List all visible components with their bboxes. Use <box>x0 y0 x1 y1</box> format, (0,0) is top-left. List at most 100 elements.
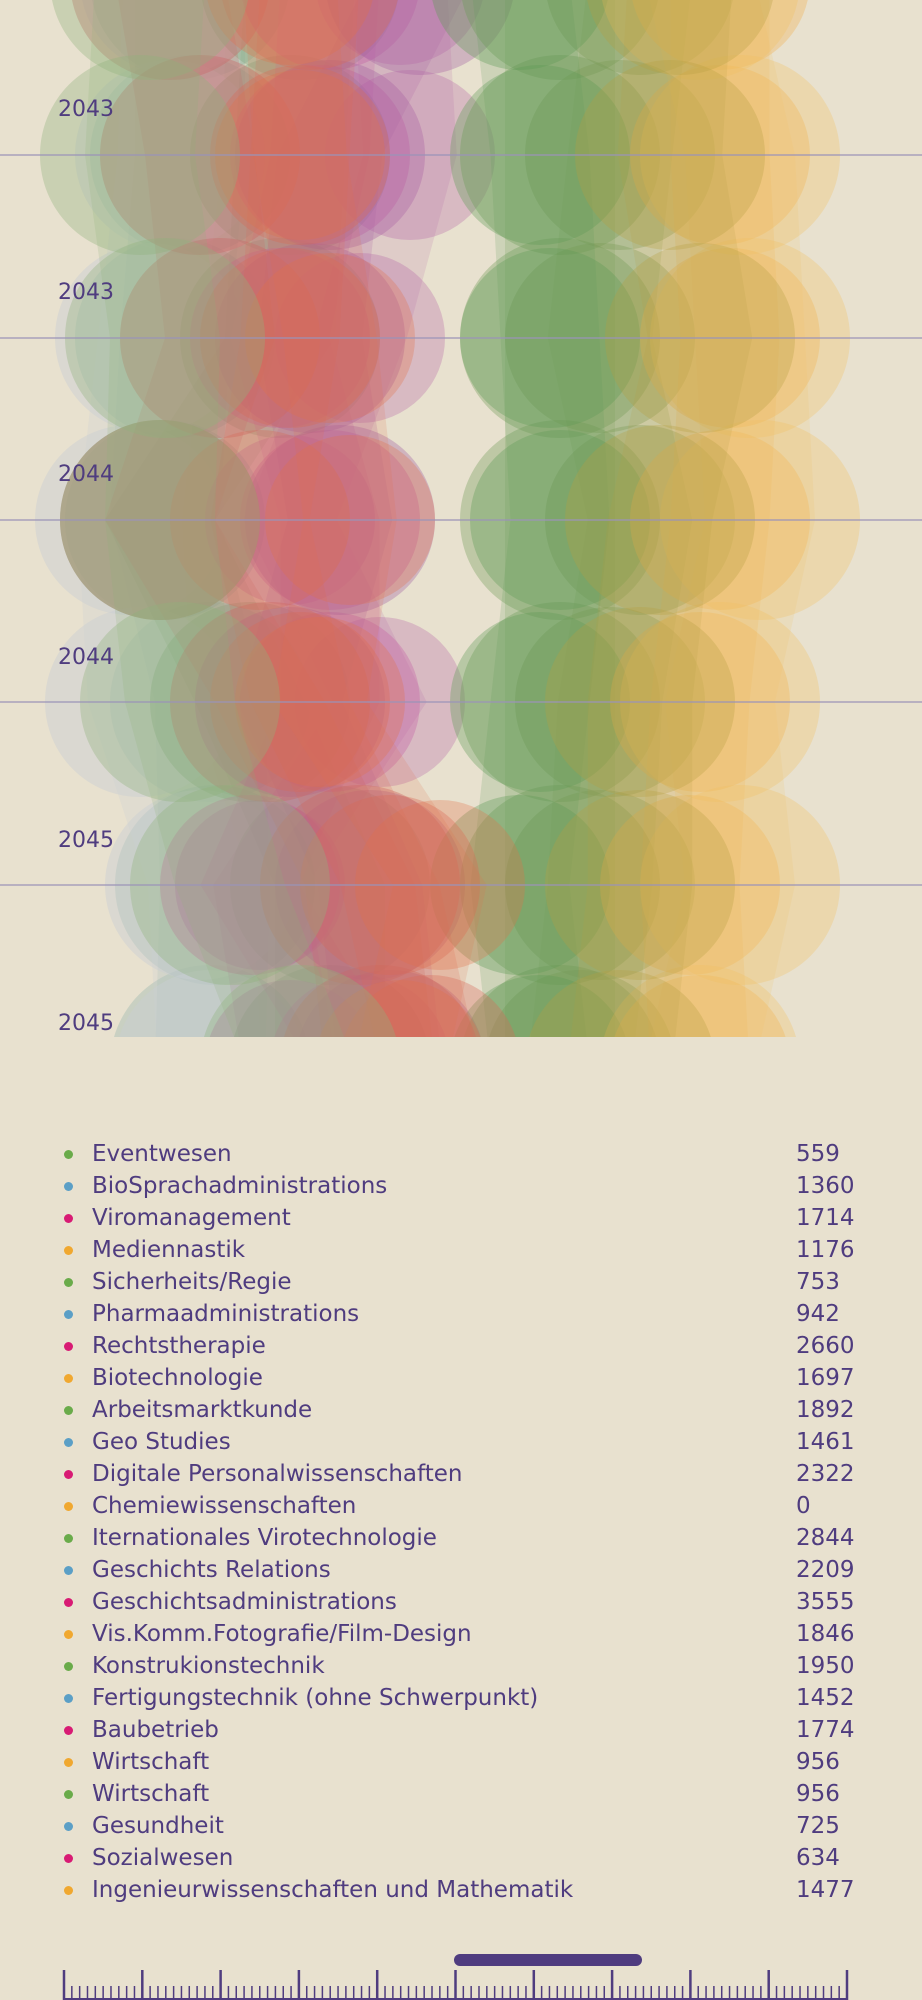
legend-item[interactable]: Wirtschaft 956 <box>0 1746 922 1778</box>
legend-value: 0 <box>796 1493 811 1519</box>
legend-label: Baubetrieb <box>92 1717 219 1743</box>
legend-label: Wirtschaft <box>92 1749 210 1775</box>
stream-band <box>110 0 270 1037</box>
legend-color-dot <box>64 1502 73 1511</box>
legend-label: Chemiewissenschaften <box>92 1493 357 1519</box>
legend-color-dot <box>64 1758 73 1767</box>
stream-bubble <box>234 965 426 1037</box>
stream-band <box>470 0 610 1037</box>
legend-item[interactable]: Geo Studies 1461 <box>0 1426 922 1458</box>
legend-value: 1892 <box>796 1397 855 1423</box>
stream-band <box>210 0 474 1037</box>
legend-label: Pharmaadministrations <box>92 1301 360 1327</box>
legend-item[interactable]: Vis.Komm.Fotografie/Film-Design 1846 <box>0 1618 922 1650</box>
legend-value: 956 <box>796 1749 840 1775</box>
stream-bubble <box>587 0 773 75</box>
legend-value: 2844 <box>796 1525 855 1551</box>
stream-bubble <box>82 0 268 75</box>
legend-item[interactable]: Sicherheits/Regie 753 <box>0 1266 922 1298</box>
timeline-range-handle[interactable] <box>454 1954 642 1966</box>
legend-item[interactable]: Eventwesen 559 <box>0 1138 922 1170</box>
legend-item[interactable]: Iternationales Virotechnologie 2844 <box>0 1522 922 1554</box>
legend-item[interactable]: Konstrukionstechnik 1950 <box>0 1650 922 1682</box>
legend-label: Sozialwesen <box>92 1845 234 1871</box>
stream-bubble <box>299 970 481 1037</box>
legend-value: 956 <box>796 1781 840 1807</box>
year-label: 2043 <box>58 280 114 305</box>
legend-item[interactable]: Geschichtsadministrations 3555 <box>0 1586 922 1618</box>
stream-bubble <box>242 0 418 70</box>
year-label: 2044 <box>58 645 114 670</box>
stream-bubble <box>222 0 398 70</box>
stream-bubble <box>92 0 288 80</box>
stream-band <box>105 0 432 1037</box>
stream-bubble <box>464 965 656 1037</box>
legend-value: 1360 <box>796 1173 855 1199</box>
stream-bubble <box>432 0 608 70</box>
legend-item[interactable]: Ingenieurwissenschaften und Mathematik 14… <box>0 1874 922 1906</box>
legend-item[interactable]: Gesundheit 725 <box>0 1810 922 1842</box>
legend-color-dot <box>64 1310 73 1319</box>
legend-item[interactable]: Viromanagement 1714 <box>0 1202 922 1234</box>
stream-bubble <box>207 0 373 65</box>
stream-bubble <box>604 965 796 1037</box>
stream-bubble <box>327 0 513 75</box>
legend-item[interactable]: Wirtschaft 956 <box>0 1778 922 1810</box>
legend-label: Digitale Personalwissenschaften <box>92 1461 463 1487</box>
legend-value: 942 <box>796 1301 840 1327</box>
legend-color-dot <box>64 1246 73 1255</box>
stream-bubble <box>72 0 268 80</box>
legend-item[interactable]: Mediennastik 1176 <box>0 1234 922 1266</box>
legend-item[interactable]: Baubetrieb 1774 <box>0 1714 922 1746</box>
legend-label: Gesundheit <box>92 1813 224 1839</box>
legend-value: 1950 <box>796 1653 855 1679</box>
legend-value: 1714 <box>796 1205 855 1231</box>
legend-color-dot <box>64 1598 73 1607</box>
legend-value: 1697 <box>796 1365 855 1391</box>
legend-item[interactable]: Pharmaadministrations 942 <box>0 1298 922 1330</box>
bubble-stream-svg[interactable] <box>0 0 922 1040</box>
legend-item[interactable]: Arbeitsmarktkunde 1892 <box>0 1394 922 1426</box>
legend-item[interactable]: Rechtstherapie 2660 <box>0 1330 922 1362</box>
legend-value: 2322 <box>796 1461 855 1487</box>
legend-value: 1461 <box>796 1429 855 1455</box>
stream-band <box>640 0 780 1037</box>
legend-label: Geschichts Relations <box>92 1557 331 1583</box>
year-label: 2045 <box>58 828 114 853</box>
legend-color-dot <box>64 1438 73 1447</box>
legend-color-dot <box>64 1406 73 1415</box>
timeline-ruler[interactable] <box>0 1950 922 2000</box>
legend-item[interactable]: Sozialwesen 634 <box>0 1842 922 1874</box>
legend-color-dot <box>64 1534 73 1543</box>
legend-color-dot <box>64 1630 73 1639</box>
stream-bubble <box>632 0 808 70</box>
legend-item[interactable]: Digitale Personalwissenschaften 2322 <box>0 1458 922 1490</box>
legend-item[interactable]: Fertigungstechnik (ohne Schwerpunkt) 1452 <box>0 1682 922 1714</box>
stream-bubble <box>114 965 306 1037</box>
stream-bubble <box>209 980 371 1037</box>
stream-bubble <box>529 970 711 1037</box>
legend-value: 3555 <box>796 1589 855 1615</box>
legend-item[interactable]: BioSprachadministrations 1360 <box>0 1170 922 1202</box>
bubble-stream-visualization[interactable]: 2043 2043 2044 2044 2045 2045 <box>0 0 922 1040</box>
legend-color-dot <box>64 1694 73 1703</box>
legend-label: BioSprachadministrations <box>92 1173 388 1199</box>
legend-color-dot <box>64 1822 73 1831</box>
stream-bubble <box>462 0 658 80</box>
legend-color-dot <box>64 1182 73 1191</box>
legend-value: 1176 <box>796 1237 855 1263</box>
legend-value: 2660 <box>796 1333 855 1359</box>
legend-item[interactable]: Chemiewissenschaften 0 <box>0 1490 922 1522</box>
stream-bubble <box>202 0 398 80</box>
legend-color-dot <box>64 1278 73 1287</box>
legend-value: 753 <box>796 1269 840 1295</box>
legend-value: 1477 <box>796 1877 855 1903</box>
legend-item[interactable]: Biotechnologie 1697 <box>0 1362 922 1394</box>
stream-bubble <box>602 0 798 80</box>
legend-color-dot <box>64 1854 73 1863</box>
stream-band <box>530 0 693 1037</box>
legend-value: 1846 <box>796 1621 855 1647</box>
legend-item[interactable]: Geschichts Relations 2209 <box>0 1554 922 1586</box>
stream-band <box>505 0 615 1037</box>
legend-color-dot <box>64 1790 73 1799</box>
